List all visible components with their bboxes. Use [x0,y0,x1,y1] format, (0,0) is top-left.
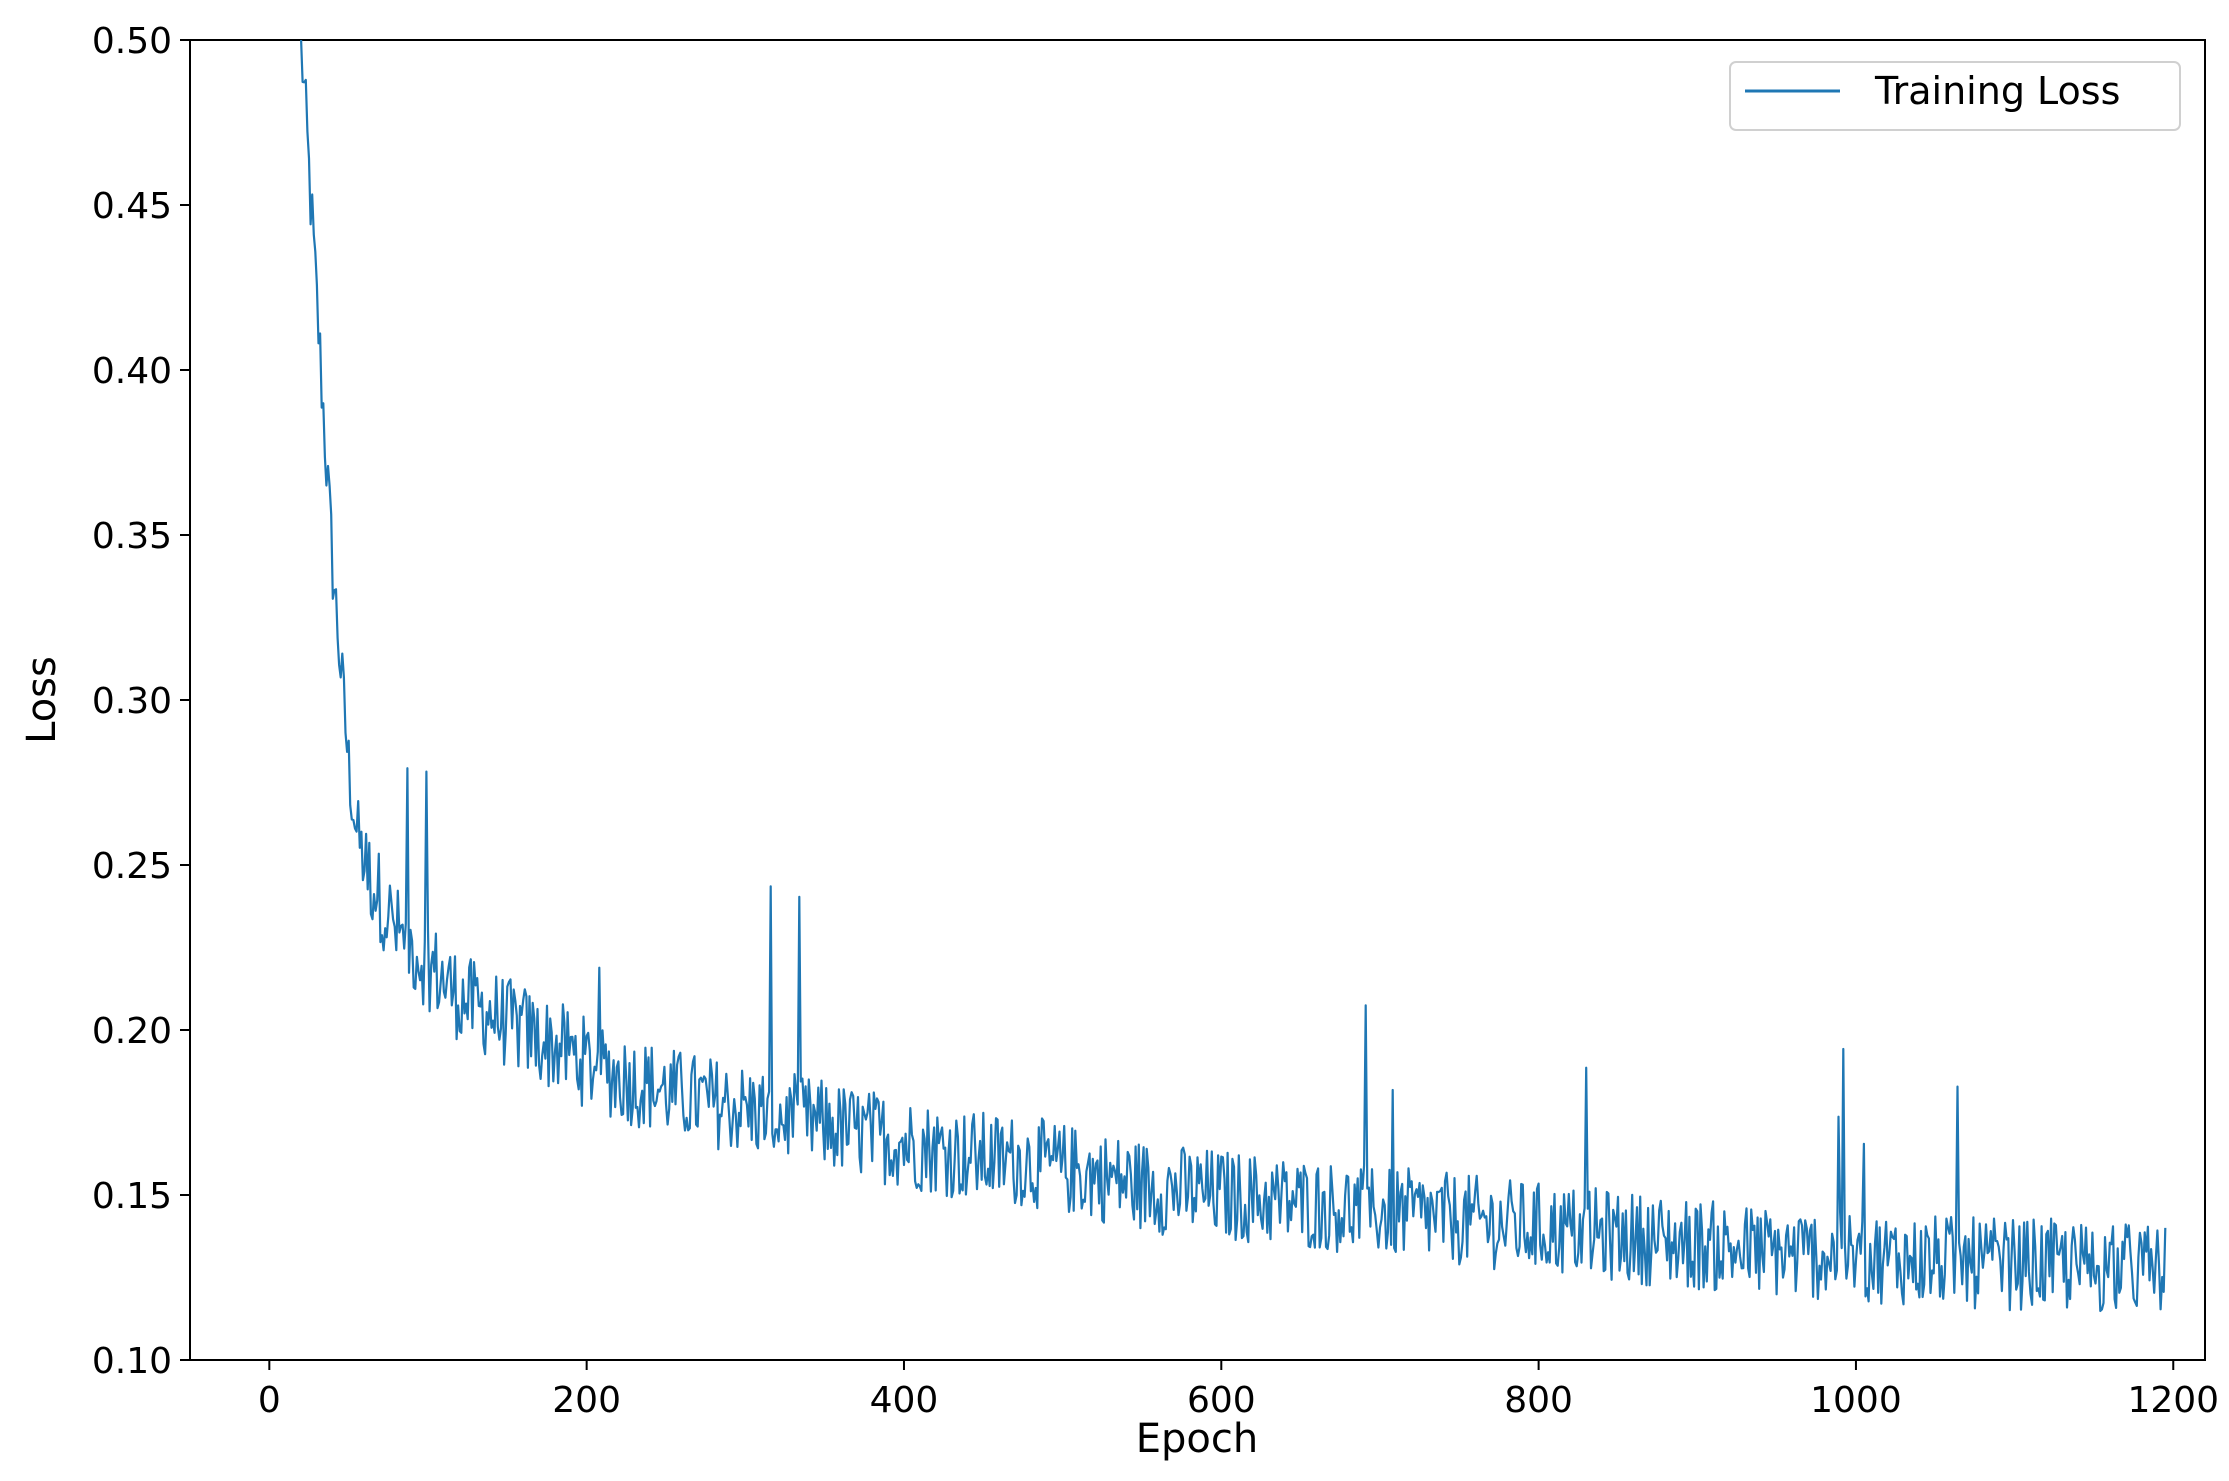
x-tick-label: 400 [870,1380,939,1421]
plot-frame [189,39,2206,1361]
x-axis-label: Epoch [1136,1416,1258,1462]
legend-box [1729,61,2181,131]
y-tick-label: 0.20 [92,1011,172,1052]
y-tick-label: 0.25 [92,846,172,887]
x-tick-label: 800 [1504,1380,1573,1421]
x-tick-label: 0 [258,1380,281,1421]
y-tick-label: 0.50 [92,21,172,62]
y-axis-label: Loss [19,656,65,744]
legend: Training Loss [1729,61,2181,131]
x-tick-label: 1200 [2127,1380,2219,1421]
y-tick-label: 0.35 [92,516,172,557]
x-tick-label: 600 [1187,1380,1256,1421]
y-tick-label: 0.10 [92,1341,172,1382]
y-ticks: 0.10 0.15 0.20 0.25 0.30 0.35 0.40 0.45 0.50 [92,21,190,1382]
y-tick-label: 0.15 [92,1176,172,1217]
x-ticks: 0 200 400 600 800 1000 1200 [258,1360,2219,1421]
x-tick-label: 200 [552,1380,621,1421]
training-loss-line [300,39,2167,1313]
y-tick-label: 0.30 [92,681,172,722]
legend-label-training-loss: Training Loss [1874,69,2120,113]
y-tick-label: 0.40 [92,351,172,392]
x-tick-label: 1000 [1810,1380,1902,1421]
y-tick-label: 0.45 [92,186,172,227]
